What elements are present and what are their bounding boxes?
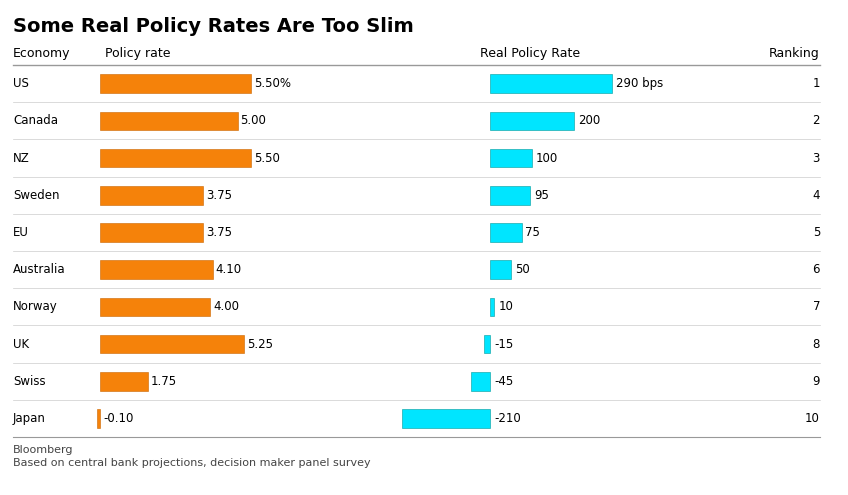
Text: Economy: Economy	[13, 47, 70, 60]
Bar	[100, 74, 251, 93]
Bar	[100, 372, 148, 391]
Text: -210: -210	[494, 412, 521, 425]
Bar	[471, 372, 490, 391]
Text: US: US	[13, 77, 29, 90]
Text: -0.10: -0.10	[103, 412, 133, 425]
Bar	[100, 223, 204, 242]
Bar	[100, 297, 210, 316]
Text: Sweden: Sweden	[13, 189, 59, 201]
Text: 1.75: 1.75	[151, 375, 177, 388]
Text: 6: 6	[812, 263, 820, 276]
Text: 1: 1	[812, 77, 820, 90]
Text: -15: -15	[494, 338, 513, 350]
Text: Some Real Policy Rates Are Too Slim: Some Real Policy Rates Are Too Slim	[13, 17, 414, 36]
Text: NZ: NZ	[13, 151, 30, 164]
Text: Canada: Canada	[13, 114, 58, 127]
Text: 75: 75	[526, 226, 540, 239]
Text: 4: 4	[812, 189, 820, 201]
Bar	[100, 148, 251, 167]
Text: 10: 10	[498, 300, 513, 313]
Bar	[100, 260, 213, 279]
Bar	[100, 335, 244, 353]
Text: 200: 200	[578, 114, 600, 127]
Bar	[402, 409, 490, 428]
Text: Swiss: Swiss	[13, 375, 46, 388]
Text: EU: EU	[13, 226, 29, 239]
Text: 95: 95	[534, 189, 549, 201]
Text: 5.00: 5.00	[241, 114, 266, 127]
Text: 10: 10	[805, 412, 820, 425]
Text: 5.25: 5.25	[248, 338, 273, 350]
Bar	[98, 409, 100, 428]
Bar	[490, 186, 530, 204]
Text: Policy rate: Policy rate	[105, 47, 170, 60]
Text: -45: -45	[494, 375, 513, 388]
Text: 5: 5	[812, 226, 820, 239]
Text: 5.50%: 5.50%	[254, 77, 291, 90]
Bar	[490, 111, 574, 130]
Text: 100: 100	[536, 151, 558, 164]
Text: 290 bps: 290 bps	[616, 77, 663, 90]
Text: 9: 9	[812, 375, 820, 388]
Bar	[490, 223, 522, 242]
Text: Based on central bank projections, decision maker panel survey: Based on central bank projections, decis…	[13, 458, 371, 468]
Text: Norway: Norway	[13, 300, 58, 313]
Text: UK: UK	[13, 338, 29, 350]
Text: 50: 50	[515, 263, 530, 276]
Text: 3.75: 3.75	[206, 189, 232, 201]
Text: Ranking: Ranking	[769, 47, 820, 60]
Bar	[483, 335, 490, 353]
Text: 3: 3	[812, 151, 820, 164]
Bar	[490, 74, 611, 93]
Text: 2: 2	[812, 114, 820, 127]
Text: 8: 8	[812, 338, 820, 350]
Text: Japan: Japan	[13, 412, 46, 425]
Text: 3.75: 3.75	[206, 226, 232, 239]
Text: Australia: Australia	[13, 263, 65, 276]
Bar	[490, 297, 494, 316]
Bar	[100, 186, 204, 204]
Text: Real Policy Rate: Real Policy Rate	[480, 47, 580, 60]
Text: 5.50: 5.50	[254, 151, 280, 164]
Text: 7: 7	[812, 300, 820, 313]
Bar	[490, 260, 511, 279]
Bar	[100, 111, 237, 130]
Text: 4.00: 4.00	[213, 300, 239, 313]
Text: 4.10: 4.10	[215, 263, 242, 276]
Text: Bloomberg: Bloomberg	[13, 445, 74, 455]
Bar	[490, 148, 532, 167]
